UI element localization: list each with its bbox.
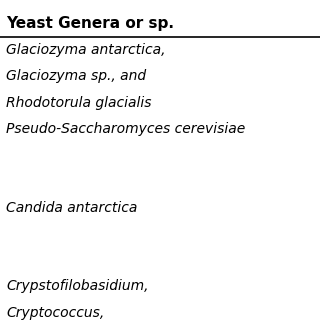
Text: Candida antarctica: Candida antarctica	[6, 201, 138, 215]
Text: Glaciozyma antarctica,: Glaciozyma antarctica,	[6, 43, 166, 57]
Text: Glaciozyma sp., and: Glaciozyma sp., and	[6, 69, 147, 84]
Text: Pseudo-Saccharomyces cerevisiae: Pseudo-Saccharomyces cerevisiae	[6, 122, 246, 136]
Text: Rhodotorula glacialis: Rhodotorula glacialis	[6, 96, 152, 110]
Text: Yeast Genera or sp.: Yeast Genera or sp.	[6, 16, 174, 31]
Text: Cryptococcus,: Cryptococcus,	[6, 306, 105, 320]
Text: Crypstofilobasidium,: Crypstofilobasidium,	[6, 279, 149, 293]
